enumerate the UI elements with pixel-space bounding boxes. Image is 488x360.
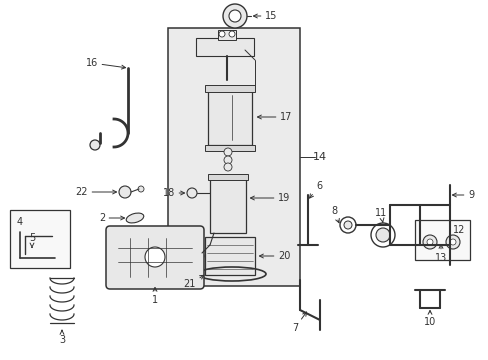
Circle shape	[343, 221, 351, 229]
Text: 18: 18	[163, 188, 184, 198]
Circle shape	[228, 31, 235, 37]
Bar	[168, 28, 299, 286]
Bar	[207, 174, 247, 180]
Bar	[196, 38, 253, 56]
Circle shape	[145, 247, 164, 267]
Circle shape	[90, 140, 100, 150]
Text: 9: 9	[451, 190, 473, 200]
Text: 10: 10	[423, 310, 435, 327]
Text: 4: 4	[17, 217, 23, 227]
Text: 12: 12	[452, 225, 464, 235]
Bar	[414, 220, 469, 260]
Circle shape	[228, 10, 241, 22]
Circle shape	[224, 148, 231, 156]
Text: 15: 15	[253, 11, 277, 21]
Bar	[207, 90, 251, 145]
Bar	[204, 237, 254, 275]
Text: 1: 1	[152, 288, 158, 305]
Bar	[204, 85, 254, 92]
Text: 22: 22	[75, 187, 116, 197]
Circle shape	[422, 235, 436, 249]
Circle shape	[445, 235, 459, 249]
Text: 13: 13	[434, 244, 446, 263]
Bar	[10, 210, 70, 268]
Circle shape	[219, 31, 224, 37]
Circle shape	[186, 188, 197, 198]
Bar	[218, 30, 236, 40]
Bar	[209, 178, 245, 233]
Circle shape	[449, 239, 455, 245]
Ellipse shape	[126, 213, 143, 223]
Text: 11: 11	[374, 208, 386, 222]
Circle shape	[223, 4, 246, 28]
Text: 2: 2	[99, 213, 124, 223]
Text: 14: 14	[312, 152, 326, 162]
Text: 7: 7	[291, 312, 306, 333]
FancyBboxPatch shape	[106, 226, 203, 289]
Circle shape	[426, 239, 432, 245]
Bar	[204, 145, 254, 151]
Text: 6: 6	[309, 181, 322, 198]
Text: 8: 8	[330, 206, 339, 223]
Circle shape	[196, 252, 203, 260]
Circle shape	[375, 228, 389, 242]
Circle shape	[119, 186, 131, 198]
Circle shape	[224, 156, 231, 164]
Text: 19: 19	[250, 193, 290, 203]
Text: 5: 5	[29, 233, 35, 247]
Text: 20: 20	[259, 251, 290, 261]
Text: 21: 21	[183, 275, 203, 289]
Text: 17: 17	[257, 112, 292, 122]
Text: 3: 3	[59, 330, 65, 345]
Text: 16: 16	[85, 58, 125, 69]
Circle shape	[224, 163, 231, 171]
Circle shape	[138, 186, 143, 192]
